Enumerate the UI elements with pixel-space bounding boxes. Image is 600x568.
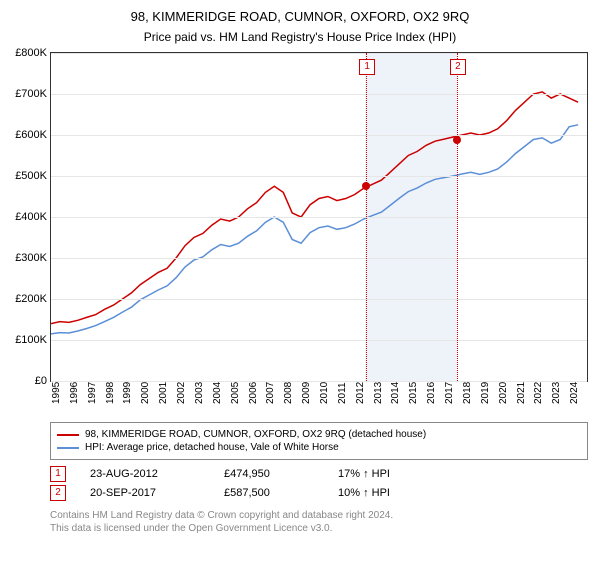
event-delta: 17% ↑ HPI <box>338 468 390 480</box>
event-date: 23-AUG-2012 <box>90 468 200 480</box>
chart-title: 98, KIMMERIDGE ROAD, CUMNOR, OXFORD, OX2… <box>0 8 600 26</box>
xtick-label: 1997 <box>87 382 98 404</box>
xtick-label: 2005 <box>230 382 241 404</box>
ytick-label: £600K <box>3 129 47 141</box>
ytick-label: £700K <box>3 88 47 100</box>
legend-label: HPI: Average price, detached house, Vale… <box>85 442 339 453</box>
gridline <box>51 176 587 177</box>
xtick-label: 2001 <box>158 382 169 404</box>
sale-events: 1 23-AUG-2012 £474,950 17% ↑ HPI 2 20-SEP-201… <box>50 466 588 501</box>
ytick-label: £200K <box>3 293 47 305</box>
xtick-label: 2000 <box>140 382 151 404</box>
xtick-label: 2017 <box>444 382 455 404</box>
ytick-label: £100K <box>3 334 47 346</box>
event-number-box: 1 <box>50 466 66 482</box>
event-price: £474,950 <box>224 468 314 480</box>
legend-row: 98, KIMMERIDGE ROAD, CUMNOR, OXFORD, OX2… <box>57 429 581 440</box>
event-vline <box>366 53 367 381</box>
xtick-label: 2009 <box>301 382 312 404</box>
gridline <box>51 135 587 136</box>
event-delta: 10% ↑ HPI <box>338 487 390 499</box>
legend-swatch <box>57 434 79 436</box>
event-number-box: 2 <box>50 485 66 501</box>
ytick-label: £400K <box>3 211 47 223</box>
gridline <box>51 340 587 341</box>
xtick-label: 2020 <box>498 382 509 404</box>
xtick-label: 2022 <box>533 382 544 404</box>
sale-point <box>362 182 370 190</box>
event-row: 2 20-SEP-2017 £587,500 10% ↑ HPI <box>50 485 588 501</box>
event-vline <box>457 53 458 381</box>
xtick-label: 2007 <box>265 382 276 404</box>
xtick-label: 1996 <box>69 382 80 404</box>
xtick-label: 2006 <box>248 382 259 404</box>
ytick-label: £0 <box>3 375 47 387</box>
sale-point <box>453 136 461 144</box>
footer-attribution: Contains HM Land Registry data © Crown c… <box>50 509 588 535</box>
event-price: £587,500 <box>224 487 314 499</box>
xtick-label: 2013 <box>373 382 384 404</box>
gridline <box>51 217 587 218</box>
xtick-label: 2016 <box>426 382 437 404</box>
footer-line2: This data is licensed under the Open Gov… <box>50 522 588 535</box>
subtitle-text: Price paid vs. HM Land Registry's House … <box>144 30 456 44</box>
xtick-label: 1998 <box>105 382 116 404</box>
chart-container: 98, KIMMERIDGE ROAD, CUMNOR, OXFORD, OX2… <box>0 8 600 568</box>
xtick-label: 2014 <box>390 382 401 404</box>
xtick-label: 2015 <box>408 382 419 404</box>
xtick-label: 2023 <box>551 382 562 404</box>
event-marker: 1 <box>359 59 375 75</box>
ytick-label: £800K <box>3 47 47 59</box>
legend-row: HPI: Average price, detached house, Vale… <box>57 442 581 453</box>
ytick-label: £300K <box>3 252 47 264</box>
chart-subtitle: Price paid vs. HM Land Registry's House … <box>0 28 600 46</box>
gridline <box>51 258 587 259</box>
event-marker: 2 <box>450 59 466 75</box>
xtick-label: 2012 <box>355 382 366 404</box>
xtick-label: 2021 <box>516 382 527 404</box>
gridline <box>51 53 587 54</box>
series-hpi <box>51 125 578 334</box>
legend-label: 98, KIMMERIDGE ROAD, CUMNOR, OXFORD, OX2… <box>85 429 426 440</box>
legend: 98, KIMMERIDGE ROAD, CUMNOR, OXFORD, OX2… <box>50 422 588 460</box>
xtick-label: 2011 <box>337 382 348 404</box>
ytick-label: £500K <box>3 170 47 182</box>
gridline <box>51 94 587 95</box>
xtick-label: 2024 <box>569 382 580 404</box>
xtick-label: 1999 <box>122 382 133 404</box>
title-text: 98, KIMMERIDGE ROAD, CUMNOR, OXFORD, OX2… <box>131 9 470 24</box>
event-row: 1 23-AUG-2012 £474,950 17% ↑ HPI <box>50 466 588 482</box>
xtick-label: 2004 <box>212 382 223 404</box>
series-property <box>51 92 578 324</box>
xtick-label: 2010 <box>319 382 330 404</box>
footer-line1: Contains HM Land Registry data © Crown c… <box>50 509 588 522</box>
xtick-label: 2018 <box>462 382 473 404</box>
xtick-label: 2008 <box>283 382 294 404</box>
event-date: 20-SEP-2017 <box>90 487 200 499</box>
xtick-label: 2003 <box>194 382 205 404</box>
xtick-label: 2019 <box>480 382 491 404</box>
plot-area: £0£100K£200K£300K£400K£500K£600K£700K£80… <box>50 52 588 382</box>
legend-swatch <box>57 447 79 449</box>
xtick-label: 1995 <box>51 382 62 404</box>
gridline <box>51 299 587 300</box>
xtick-label: 2002 <box>176 382 187 404</box>
